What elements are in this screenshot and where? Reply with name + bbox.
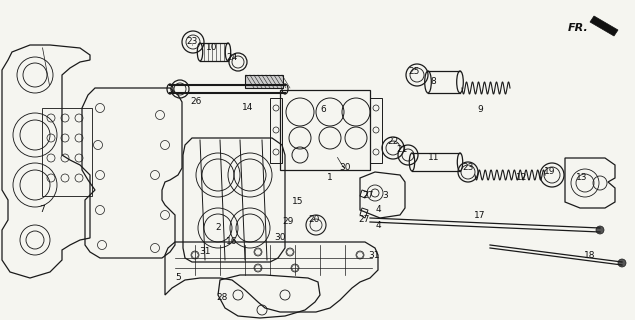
Bar — [245, 75, 283, 88]
Text: 19: 19 — [544, 167, 556, 177]
Text: 31: 31 — [199, 247, 211, 257]
Text: 8: 8 — [430, 77, 436, 86]
Text: FR.: FR. — [568, 23, 589, 33]
Text: 25: 25 — [408, 68, 420, 76]
Text: 1: 1 — [327, 173, 333, 182]
Text: 11: 11 — [428, 154, 440, 163]
Text: 26: 26 — [190, 98, 202, 107]
Text: 18: 18 — [584, 251, 596, 260]
Polygon shape — [590, 16, 618, 36]
Text: 17: 17 — [474, 211, 486, 220]
Text: 10: 10 — [206, 44, 218, 52]
Text: 24: 24 — [226, 53, 237, 62]
Text: 21: 21 — [396, 146, 408, 155]
Text: 3: 3 — [382, 190, 388, 199]
Text: 16: 16 — [226, 237, 237, 246]
Text: 20: 20 — [309, 215, 319, 225]
Text: 27: 27 — [363, 190, 373, 199]
Text: 4: 4 — [375, 220, 381, 229]
Text: 5: 5 — [175, 274, 181, 283]
Text: 28: 28 — [217, 293, 228, 302]
Text: 6: 6 — [320, 106, 326, 115]
Text: 23: 23 — [186, 37, 197, 46]
Text: 9: 9 — [477, 106, 483, 115]
Circle shape — [618, 259, 626, 267]
Text: 15: 15 — [292, 197, 304, 206]
Text: 7: 7 — [39, 205, 45, 214]
Bar — [270, 98, 282, 163]
Circle shape — [596, 226, 604, 234]
Text: 31: 31 — [368, 251, 380, 260]
Text: 27: 27 — [358, 215, 370, 225]
Bar — [370, 98, 382, 163]
Text: 29: 29 — [283, 218, 293, 227]
Text: 12: 12 — [516, 173, 528, 182]
Bar — [42, 108, 92, 196]
Text: 2: 2 — [215, 223, 221, 233]
Text: 23: 23 — [462, 164, 474, 172]
Text: 13: 13 — [576, 173, 588, 182]
Text: 14: 14 — [243, 103, 254, 113]
Text: 30: 30 — [339, 164, 351, 172]
Text: 22: 22 — [387, 138, 399, 147]
Text: 30: 30 — [274, 234, 286, 243]
Text: 4: 4 — [375, 205, 381, 214]
